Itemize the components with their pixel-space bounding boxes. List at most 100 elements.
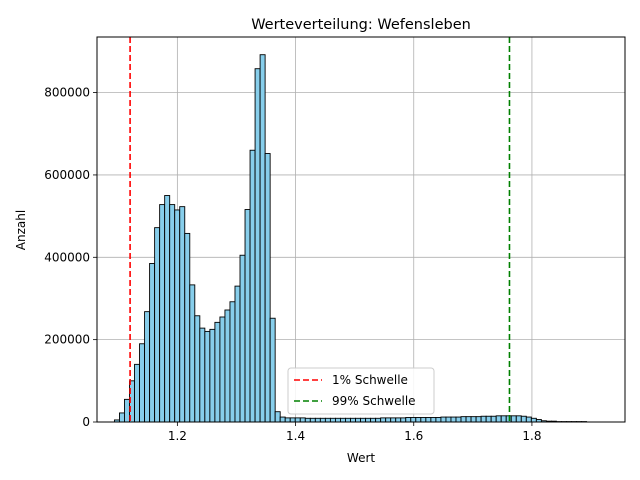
histogram-bar: [264, 153, 271, 423]
histogram-bar: [360, 417, 367, 423]
histogram-bar: [289, 417, 296, 423]
histogram-bar: [244, 209, 251, 423]
histogram-bar: [134, 363, 140, 423]
histogram-bar: [154, 227, 161, 423]
y-tick-label: 600000: [44, 168, 90, 182]
histogram-bar: [385, 417, 392, 423]
histogram-bar: [254, 68, 261, 423]
x-tick-label: 1.4: [286, 429, 305, 443]
histogram-bar: [119, 412, 125, 423]
histogram-bar: [410, 417, 417, 423]
y-tick-label: 400000: [44, 250, 90, 264]
y-axis-label: Anzahl: [14, 210, 28, 250]
histogram-bar: [249, 149, 256, 423]
histogram-bar: [334, 417, 341, 423]
histogram-bar: [304, 417, 311, 423]
histogram-bar: [149, 263, 156, 423]
histogram-bar: [340, 417, 346, 423]
x-tick-label: 1.2: [168, 429, 187, 443]
legend-label-2: 99% Schwelle: [332, 394, 416, 408]
histogram-bar: [219, 316, 226, 423]
y-tick-label: 800000: [44, 86, 90, 100]
histogram-bar: [530, 417, 537, 423]
histogram-bar: [395, 417, 402, 423]
legend-label-1: 1% Schwelle: [332, 373, 408, 387]
y-axis-ticks: 0 200000 400000 600000 800000: [44, 86, 97, 429]
histogram-bar: [214, 321, 221, 423]
histogram-bar: [500, 415, 507, 423]
histogram-bar: [274, 411, 281, 423]
histogram-bar: [329, 417, 336, 423]
histogram-bar: [279, 416, 286, 423]
histogram-bar: [475, 416, 482, 423]
histogram-bar: [184, 232, 191, 423]
histogram-bar: [375, 417, 382, 423]
grid-lines: [97, 37, 625, 423]
histogram-bar: [189, 284, 196, 423]
histogram-bar: [324, 417, 331, 423]
histogram-bar: [515, 415, 522, 423]
histogram-bar: [510, 415, 517, 423]
histogram-bar: [435, 417, 442, 423]
histogram-bar: [520, 415, 527, 423]
histogram-bar: [350, 417, 356, 423]
histogram-bar: [224, 309, 231, 423]
histogram-bar: [284, 417, 291, 423]
histogram-bar: [450, 416, 457, 423]
histogram-bar: [169, 204, 176, 423]
legend: 1% Schwelle 99% Schwelle: [287, 367, 435, 415]
histogram-bar: [445, 416, 452, 423]
histogram-bar: [194, 315, 201, 423]
histogram-bar: [204, 330, 211, 423]
histogram-bar: [309, 417, 316, 423]
histogram-bar: [345, 417, 351, 423]
histogram-bar: [259, 54, 266, 423]
plot-frame: [96, 36, 626, 423]
histogram-bar: [299, 417, 306, 423]
histogram-bar: [460, 416, 467, 423]
histogram-bar: [229, 301, 236, 423]
histogram-bar: [455, 416, 462, 423]
histogram-bar: [164, 195, 171, 423]
histogram-bar: [405, 417, 412, 423]
histogram-bar: [124, 398, 130, 423]
histogram-bar: [525, 416, 532, 423]
histogram-bar: [485, 415, 492, 423]
histogram-bar: [440, 416, 447, 423]
x-axis-ticks: 1.2 1.4 1.6 1.8: [168, 422, 541, 443]
histogram-bar: [294, 417, 301, 423]
histogram-bar: [355, 417, 362, 423]
histogram-bar: [269, 317, 276, 423]
histogram-bar: [365, 417, 372, 423]
histogram-bar: [400, 417, 407, 423]
histogram-bar: [490, 415, 497, 423]
x-tick-label: 1.8: [522, 429, 541, 443]
threshold-lines: [129, 37, 511, 422]
histogram-bar: [390, 417, 397, 423]
histogram-bar: [179, 206, 186, 423]
histogram-bar: [209, 328, 216, 423]
histogram-bar: [370, 417, 377, 423]
x-tick-label: 1.6: [404, 429, 423, 443]
histogram-bar: [470, 416, 477, 423]
histogram-bar: [415, 417, 422, 423]
histogram-bar: [239, 254, 246, 423]
histogram-bar: [314, 417, 321, 423]
histogram-bar: [234, 285, 241, 423]
histogram-bar: [139, 343, 146, 423]
legend-box: [287, 367, 435, 415]
histogram-bar: [144, 311, 151, 423]
histogram-bar: [199, 327, 206, 423]
y-tick-label: 0: [82, 415, 90, 429]
histogram-bar: [495, 415, 502, 423]
histogram-bar: [380, 417, 387, 423]
histogram-bar: [425, 417, 432, 423]
histogram-bar: [420, 417, 427, 423]
chart-title: Werteverteilung: Wefensleben: [251, 17, 471, 33]
x-axis-label: Wert: [347, 451, 375, 465]
histogram-bar: [465, 416, 472, 423]
histogram-bar: [319, 417, 326, 423]
histogram-bar: [430, 417, 437, 423]
histogram-bar: [480, 415, 487, 423]
